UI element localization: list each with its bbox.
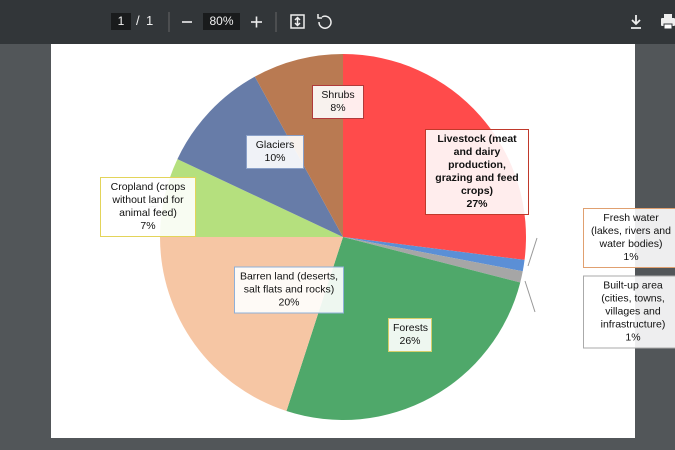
data-label: Glaciers 10% [246, 135, 304, 169]
category-label: Barren land (deserts, salt flats and roc… [239, 270, 339, 296]
data-label: Shrubs 8% [312, 85, 364, 119]
data-label: Fresh water (lakes, rivers and water bod… [583, 208, 675, 268]
toolbar-icons [168, 12, 675, 32]
value-label: 1% [623, 251, 639, 263]
page-input[interactable]: 1 [111, 13, 131, 30]
download[interactable] [631, 15, 641, 29]
value-label: 8% [330, 102, 346, 114]
rotate[interactable] [317, 14, 332, 29]
category-label: Forests [393, 322, 429, 334]
category-label: Built-up area (cities, towns, villages a… [600, 279, 666, 331]
pie-slice [343, 237, 525, 272]
value-label: 27% [466, 198, 488, 210]
zoom-input[interactable]: 80% [203, 13, 240, 30]
category-label: Shrubs [321, 89, 355, 101]
data-label: Cropland (crops without land for animal … [100, 177, 196, 237]
value-label: 20% [278, 296, 300, 309]
value-label: 10% [264, 152, 286, 164]
data-label: Forests 26% [388, 318, 432, 352]
category-label: Cropland (crops without land for animal … [110, 181, 186, 219]
print[interactable] [661, 14, 675, 30]
fit-page[interactable] [290, 14, 305, 29]
data-label: Livestock (meat and dairy production, gr… [425, 129, 529, 215]
leader-line [524, 280, 536, 313]
pie-slice [160, 159, 343, 237]
pie-slice [343, 237, 523, 283]
pdf-page: Livestock (meat and dairy production, gr… [51, 44, 675, 438]
category-label: Livestock (meat and dairy production, gr… [435, 133, 519, 197]
page-total: 1 [146, 13, 154, 28]
data-label: Built-up area (cities, towns, villages a… [583, 275, 675, 349]
zoom-in[interactable] [251, 16, 262, 28]
data-label: Barren land (deserts, salt flats and roc… [234, 266, 344, 314]
leader-line [527, 237, 538, 267]
category-label: Glaciers [255, 139, 295, 151]
toolbar: 1 / 1 80% [0, 0, 675, 44]
value-label: 1% [625, 331, 641, 344]
page-separator: / [136, 13, 140, 28]
value-label: 26% [399, 335, 421, 347]
value-label: 7% [140, 220, 156, 232]
category-label: Fresh water (lakes, rivers and water bod… [591, 212, 671, 250]
